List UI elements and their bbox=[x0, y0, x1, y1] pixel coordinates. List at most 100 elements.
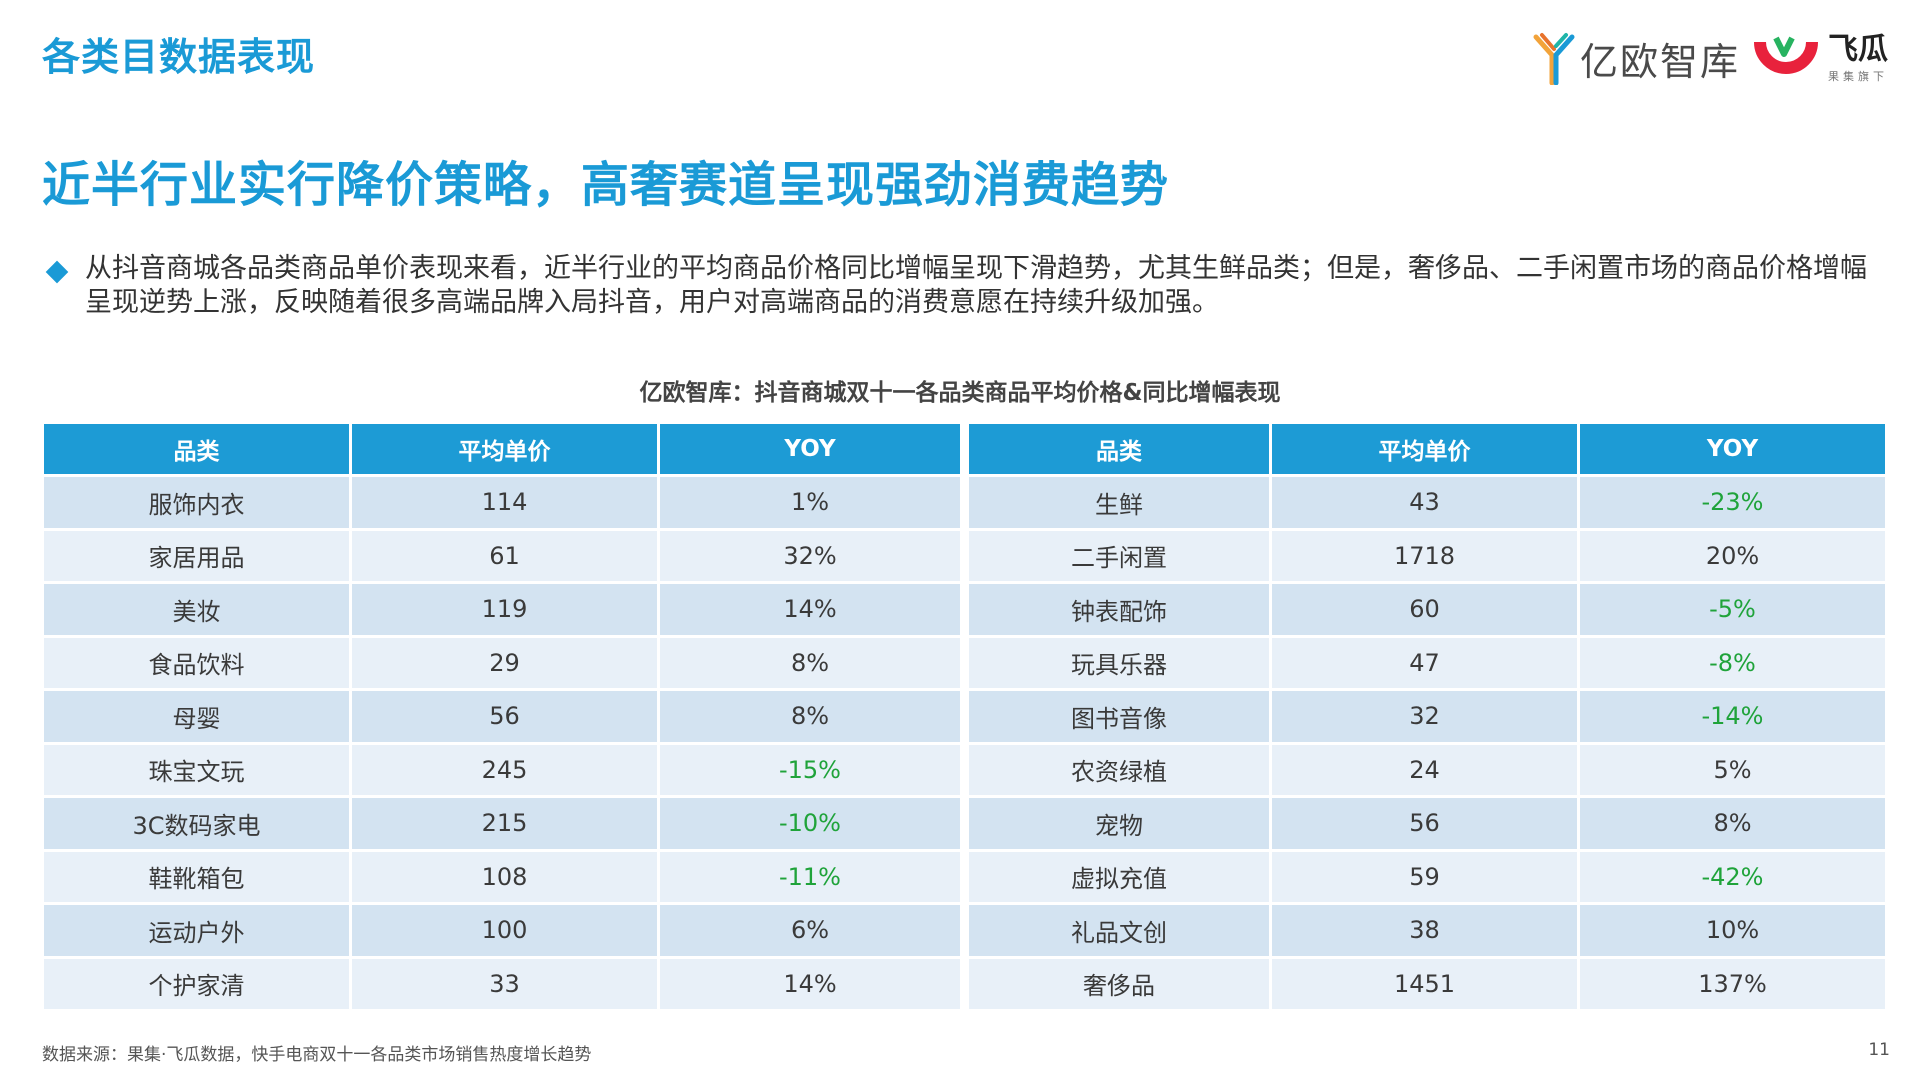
price-cell: 60 bbox=[1272, 584, 1577, 635]
price-cell: 1718 bbox=[1272, 530, 1577, 581]
category-cell: 运动户外 bbox=[44, 905, 349, 956]
table-header-row: 品类 平均单价 YOY bbox=[969, 424, 1885, 474]
table-row: 母婴 56 8% bbox=[44, 691, 960, 742]
yoy-cell: 14% bbox=[660, 584, 960, 635]
category-cell: 母婴 bbox=[44, 691, 349, 742]
price-cell: 56 bbox=[1272, 798, 1577, 849]
yoy-cell: 6% bbox=[660, 905, 960, 956]
yoy-cell: -14% bbox=[1580, 691, 1885, 742]
left-table-body: 服饰内衣 114 1% 家居用品 61 32% 美妆 119 14% 食品饮料 29 8% 母婴 56 8%… bbox=[44, 477, 960, 1009]
table-header-row: 品类 平均单价 YOY bbox=[44, 424, 960, 474]
column-header-category: 品类 bbox=[969, 424, 1269, 474]
price-cell: 215 bbox=[352, 798, 657, 849]
price-cell: 1451 bbox=[1272, 958, 1577, 1009]
category-cell: 二手闲置 bbox=[969, 530, 1269, 581]
price-cell: 114 bbox=[352, 477, 657, 528]
yiou-logo: 亿欧智库 bbox=[1532, 31, 1740, 86]
feigua-logo-subtext: 果集旗下 bbox=[1828, 69, 1888, 83]
category-cell: 农资绿植 bbox=[969, 744, 1269, 795]
left-data-table: 品类 平均单价 YOY 服饰内衣 114 1% 家居用品 61 32% 美妆 119 14% 食品… bbox=[41, 421, 963, 1012]
column-header-yoy: YOY bbox=[660, 424, 960, 474]
price-cell: 33 bbox=[352, 958, 657, 1009]
right-table-body: 生鲜 43 -23% 二手闲置 1718 20% 钟表配饰 60 -5% 玩具乐器 47 -8% 图书音… bbox=[969, 477, 1885, 1009]
price-cell: 24 bbox=[1272, 744, 1577, 795]
category-cell: 食品饮料 bbox=[44, 637, 349, 688]
category-cell: 服饰内衣 bbox=[44, 477, 349, 528]
column-header-price: 平均单价 bbox=[352, 424, 657, 474]
table-row: 宠物 56 8% bbox=[969, 798, 1885, 849]
category-cell: 生鲜 bbox=[969, 477, 1269, 528]
yoy-cell: 8% bbox=[1580, 798, 1885, 849]
column-header-price: 平均单价 bbox=[1272, 424, 1577, 474]
yoy-cell: -11% bbox=[660, 851, 960, 902]
category-cell: 家居用品 bbox=[44, 530, 349, 581]
price-cell: 56 bbox=[352, 691, 657, 742]
yoy-cell: 32% bbox=[660, 530, 960, 581]
table-row: 3C数码家电 215 -10% bbox=[44, 798, 960, 849]
price-cell: 61 bbox=[352, 530, 657, 581]
category-cell: 个护家清 bbox=[44, 958, 349, 1009]
category-cell: 宠物 bbox=[969, 798, 1269, 849]
table-row: 生鲜 43 -23% bbox=[969, 477, 1885, 528]
table-row: 钟表配饰 60 -5% bbox=[969, 584, 1885, 635]
category-cell: 玩具乐器 bbox=[969, 637, 1269, 688]
yiou-logo-text: 亿欧智库 bbox=[1579, 39, 1740, 84]
category-cell: 奢侈品 bbox=[969, 958, 1269, 1009]
yoy-cell: 137% bbox=[1580, 958, 1885, 1009]
table-row: 运动户外 100 6% bbox=[44, 905, 960, 956]
diamond-bullet-icon bbox=[45, 260, 69, 284]
feigua-logo-icon bbox=[1754, 36, 1818, 74]
table-row: 服饰内衣 114 1% bbox=[44, 477, 960, 528]
table-row: 家居用品 61 32% bbox=[44, 530, 960, 581]
price-cell: 47 bbox=[1272, 637, 1577, 688]
table-row: 二手闲置 1718 20% bbox=[969, 530, 1885, 581]
table-row: 鞋靴箱包 108 -11% bbox=[44, 851, 960, 902]
table-row: 个护家清 33 14% bbox=[44, 958, 960, 1009]
price-cell: 119 bbox=[352, 584, 657, 635]
category-cell: 鞋靴箱包 bbox=[44, 851, 349, 902]
yoy-cell: 5% bbox=[1580, 744, 1885, 795]
category-cell: 美妆 bbox=[44, 584, 349, 635]
footer-source: 数据来源：果集·飞瓜数据，快手电商双十一各品类市场销售热度增长趋势 bbox=[42, 1045, 592, 1065]
column-header-category: 品类 bbox=[44, 424, 349, 474]
table-row: 农资绿植 24 5% bbox=[969, 744, 1885, 795]
yoy-cell: -15% bbox=[660, 744, 960, 795]
price-cell: 108 bbox=[352, 851, 657, 902]
yoy-cell: 1% bbox=[660, 477, 960, 528]
table-row: 图书音像 32 -14% bbox=[969, 691, 1885, 742]
column-header-yoy: YOY bbox=[1580, 424, 1885, 474]
table-row: 玩具乐器 47 -8% bbox=[969, 637, 1885, 688]
logo-area: 亿欧智库 飞瓜 果集旗下 bbox=[1532, 28, 1888, 88]
price-cell: 59 bbox=[1272, 851, 1577, 902]
table-row: 奢侈品 1451 137% bbox=[969, 958, 1885, 1009]
table-row: 虚拟充值 59 -42% bbox=[969, 851, 1885, 902]
yoy-cell: -23% bbox=[1580, 477, 1885, 528]
price-cell: 38 bbox=[1272, 905, 1577, 956]
table-row: 食品饮料 29 8% bbox=[44, 637, 960, 688]
yoy-cell: -10% bbox=[660, 798, 960, 849]
yiou-logo-icon bbox=[1533, 33, 1575, 85]
category-cell: 图书音像 bbox=[969, 691, 1269, 742]
section-title: 各类目数据表现 bbox=[42, 35, 316, 79]
yoy-cell: 10% bbox=[1580, 905, 1885, 956]
table-row: 珠宝文玩 245 -15% bbox=[44, 744, 960, 795]
category-cell: 虚拟充值 bbox=[969, 851, 1269, 902]
yoy-cell: -5% bbox=[1580, 584, 1885, 635]
category-cell: 珠宝文玩 bbox=[44, 744, 349, 795]
page-number: 11 bbox=[1868, 1040, 1890, 1060]
table-title: 亿欧智库：抖音商城双十一各品类商品平均价格&同比增幅表现 bbox=[639, 380, 1281, 406]
table-row: 礼品文创 38 10% bbox=[969, 905, 1885, 956]
category-cell: 钟表配饰 bbox=[969, 584, 1269, 635]
yoy-cell: -8% bbox=[1580, 637, 1885, 688]
price-cell: 32 bbox=[1272, 691, 1577, 742]
summary-text: 从抖音商城各品类商品单价表现来看，近半行业的平均商品价格同比增幅呈现下滑趋势，尤… bbox=[85, 253, 1867, 318]
yoy-cell: 14% bbox=[660, 958, 960, 1009]
price-cell: 100 bbox=[352, 905, 657, 956]
price-cell: 29 bbox=[352, 637, 657, 688]
yoy-cell: 8% bbox=[660, 637, 960, 688]
category-cell: 礼品文创 bbox=[969, 905, 1269, 956]
price-cell: 245 bbox=[352, 744, 657, 795]
table-row: 美妆 119 14% bbox=[44, 584, 960, 635]
feigua-logo: 飞瓜 果集旗下 bbox=[1754, 32, 1888, 84]
price-cell: 43 bbox=[1272, 477, 1577, 528]
